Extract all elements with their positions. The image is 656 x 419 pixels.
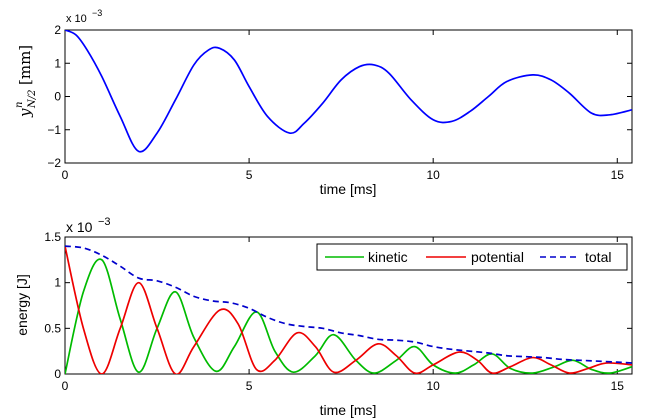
top-x-tick-label: 10 (427, 168, 441, 182)
bottom-x-tick-label: 0 (62, 379, 69, 393)
bottom-axis-ticks: 0 5 10 15 0 0.5 1 1.5 (44, 230, 632, 393)
top-y-label-main: y (16, 108, 34, 118)
top-x-axis-label: time [ms] (320, 181, 377, 197)
legend-label-total: total (585, 249, 611, 265)
bottom-series-line-kinetic (65, 258, 632, 374)
bottom-x-tick-label: 5 (246, 379, 253, 393)
bottom-x-tick-label: 10 (427, 379, 441, 393)
bottom-y-tick-label: 0 (54, 367, 61, 381)
top-y-tick-label: −1 (47, 123, 61, 137)
top-x-tick-label: 0 (62, 168, 69, 182)
top-y-exponent-base: x 10 (66, 13, 87, 25)
bottom-y-tick-label: 0.5 (44, 321, 61, 335)
top-y-tick-label: 0 (54, 90, 61, 104)
bottom-x-tick-label: 15 (611, 379, 625, 393)
legend-label-potential: potential (471, 249, 524, 265)
bottom-series-line-total (65, 245, 632, 364)
top-y-axis-label: y n N/2 [mm] (14, 45, 38, 118)
legend-item-total: total (540, 249, 611, 265)
top-y-label-unit: [mm] (16, 45, 34, 85)
bottom-x-axis-label: time [ms] (320, 402, 377, 418)
bottom-series-group (65, 245, 632, 374)
top-axis-ticks: 0 5 10 15 −2 −1 0 1 2 (47, 23, 632, 182)
energy-chart: 0 5 10 15 0 0.5 1 1.5 x 10 −3 time [ms] energy … (14, 216, 633, 418)
bottom-y-axis-label: energy [J] (14, 274, 30, 335)
bottom-series-line-potential (65, 245, 632, 374)
bottom-plot-frame (64, 236, 633, 375)
top-y-tick-label: 1 (54, 56, 61, 70)
top-y-tick-label: 2 (54, 23, 61, 37)
top-series-group (65, 30, 632, 153)
top-y-tick-label: −2 (47, 156, 61, 170)
bottom-y-tick-label: 1 (54, 276, 61, 290)
top-x-tick-label: 15 (611, 168, 625, 182)
top-y-label-sup: n (14, 102, 25, 108)
legend-item-potential: potential (426, 249, 524, 265)
top-series-line-displacement (65, 30, 632, 153)
legend-label-kinetic: kinetic (368, 249, 408, 265)
top-x-tick-label: 5 (246, 168, 253, 182)
bottom-y-tick-label: 1.5 (44, 230, 61, 244)
legend: kinetic potential total (316, 243, 628, 271)
bottom-y-exponent-base: x 10 (66, 219, 93, 235)
legend-item-kinetic: kinetic (325, 249, 408, 265)
displacement-chart: 0 5 10 15 −2 −1 0 1 2 x 10 −3 time [ms] y n N/2 … (14, 8, 633, 197)
top-y-exponent: −3 (92, 8, 102, 18)
top-y-label-sub: N/2 (27, 90, 38, 109)
bottom-y-exponent: −3 (98, 216, 111, 228)
